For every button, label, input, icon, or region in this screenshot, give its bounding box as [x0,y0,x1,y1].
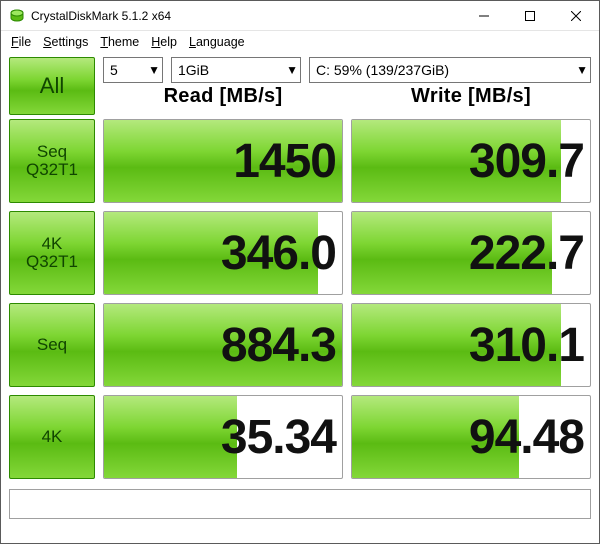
top-row: All 5 ▼ 1GiB ▼ C: 59% (139/237GiB) ▼ [9,57,591,115]
menu-settings[interactable]: Settings [37,33,94,51]
chevron-down-icon: ▼ [148,63,160,77]
4k-q32t1-button[interactable]: 4K Q32T1 [9,211,95,295]
results-grid: Seq Q32T1 1450 309.7 4K Q32T1 346.0 222.… [9,119,591,479]
header-write: Write [MB/s] [351,85,591,108]
size-select[interactable]: 1GiB ▼ [171,57,301,83]
selects-row: 5 ▼ 1GiB ▼ C: 59% (139/237GiB) ▼ [103,57,591,83]
4k-q32t1-read-cell: 346.0 [103,211,343,295]
seq-q32t1-button[interactable]: Seq Q32T1 [9,119,95,203]
maximize-button[interactable] [507,1,553,31]
window-title: CrystalDiskMark 5.1.2 x64 [31,9,171,23]
menu-theme[interactable]: Theme [94,33,145,51]
chevron-down-icon: ▼ [576,63,588,77]
runs-select[interactable]: 5 ▼ [103,57,163,83]
all-button[interactable]: All [9,57,95,115]
fill-bar [104,396,237,478]
menu-bar: File Settings Theme Help Language [1,31,599,53]
minimize-button[interactable] [461,1,507,31]
menu-help[interactable]: Help [145,33,183,51]
client-area: All 5 ▼ 1GiB ▼ C: 59% (139/237GiB) ▼ [1,53,599,543]
4k-q32t1-read-value: 346.0 [221,226,336,281]
chevron-down-icon: ▼ [286,63,298,77]
4k-write-value: 94.48 [469,410,584,465]
4k-q32t1-write-cell: 222.7 [351,211,591,295]
runs-select-value: 5 [110,62,118,78]
app-icon [9,8,25,24]
menu-file[interactable]: File [5,33,37,51]
seq-read-cell: 884.3 [103,303,343,387]
drive-select[interactable]: C: 59% (139/237GiB) ▼ [309,57,591,83]
seq-write-value: 310.1 [469,318,584,373]
drive-select-value: C: 59% (139/237GiB) [316,62,449,78]
seq-q32t1-read-value: 1450 [233,134,336,189]
seq-button[interactable]: Seq [9,303,95,387]
app-window: CrystalDiskMark 5.1.2 x64 File Settings … [0,0,600,544]
4k-write-cell: 94.48 [351,395,591,479]
4k-q32t1-write-value: 222.7 [469,226,584,281]
4k-read-value: 35.34 [221,410,336,465]
menu-language[interactable]: Language [183,33,251,51]
size-select-value: 1GiB [178,62,209,78]
header-read: Read [MB/s] [103,85,343,108]
4k-read-cell: 35.34 [103,395,343,479]
status-bar [9,489,591,519]
seq-write-cell: 310.1 [351,303,591,387]
column-headers: Read [MB/s] Write [MB/s] [103,85,591,108]
close-button[interactable] [553,1,599,31]
4k-button[interactable]: 4K [9,395,95,479]
seq-q32t1-read-cell: 1450 [103,119,343,203]
seq-q32t1-write-value: 309.7 [469,134,584,189]
seq-q32t1-write-cell: 309.7 [351,119,591,203]
seq-read-value: 884.3 [221,318,336,373]
title-bar[interactable]: CrystalDiskMark 5.1.2 x64 [1,1,599,31]
